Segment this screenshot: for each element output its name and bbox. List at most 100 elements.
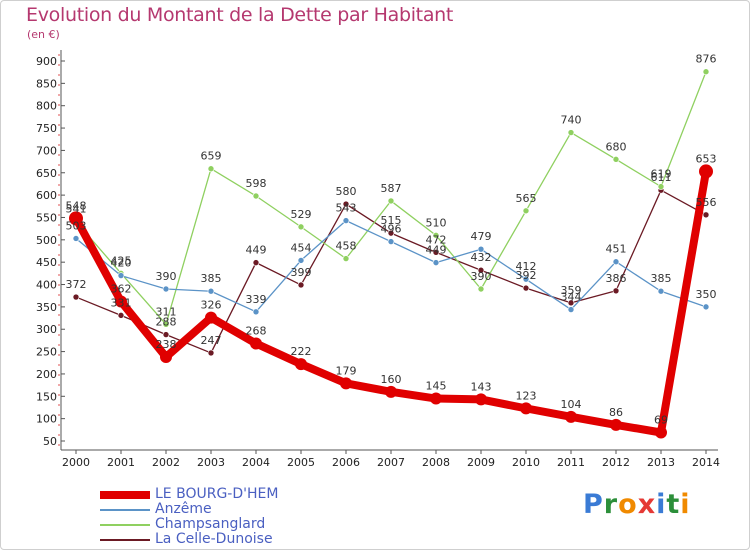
- data-point: [162, 331, 170, 338]
- y-tick-label: 350: [36, 301, 57, 314]
- series-le-bourg-d-hem: [69, 164, 713, 439]
- y-tick-label: 500: [36, 234, 57, 247]
- data-point: [72, 293, 80, 301]
- data-label: 611: [651, 171, 672, 184]
- data-point: [432, 232, 440, 239]
- data-label: 543: [336, 202, 357, 215]
- data-point: [657, 287, 665, 295]
- data-point: [162, 321, 170, 328]
- data-point: [387, 238, 395, 245]
- y-tick-label: 100: [36, 413, 57, 426]
- data-label: 143: [471, 380, 492, 393]
- legend-label: Champsanglard: [155, 516, 266, 532]
- x-tick-label: 2005: [287, 456, 315, 469]
- data-point: [207, 287, 215, 295]
- logo-letter: t: [666, 489, 681, 520]
- data-label: 350: [696, 288, 717, 301]
- x-tick-label: 2004: [242, 456, 270, 469]
- logo-letter: i: [680, 489, 691, 520]
- data-point: [432, 259, 440, 266]
- data-point: [567, 306, 575, 313]
- data-label: 179: [336, 364, 357, 377]
- data-label: 580: [336, 185, 357, 198]
- data-point: [520, 402, 532, 415]
- data-point: [655, 426, 667, 439]
- data-label: 145: [426, 380, 447, 393]
- data-point: [252, 308, 260, 316]
- data-point: [297, 281, 305, 289]
- y-tick-label: 700: [36, 144, 57, 157]
- data-label: 311: [156, 305, 177, 318]
- data-label: 392: [516, 269, 537, 282]
- data-point: [340, 377, 352, 390]
- data-label: 449: [426, 244, 447, 257]
- data-point: [475, 393, 487, 406]
- x-tick-label: 2011: [557, 456, 585, 469]
- data-point: [565, 410, 577, 423]
- data-label: 659: [201, 150, 222, 163]
- y-tick-label: 550: [36, 211, 57, 224]
- data-label: 359: [561, 284, 582, 297]
- data-point: [207, 165, 215, 173]
- y-tick-label: 50: [43, 435, 57, 448]
- series-layer: [69, 68, 713, 439]
- x-tick-label: 2006: [332, 456, 360, 469]
- legend-swatch: [100, 524, 150, 526]
- data-point: [610, 418, 622, 431]
- data-point: [522, 275, 530, 283]
- data-point: [342, 255, 350, 262]
- data-point: [252, 192, 260, 200]
- data-labels-layer: 548 362 238 326 268 222 179 160 145 143 123 104 86 69…: [66, 53, 717, 427]
- data-label: 432: [471, 251, 492, 264]
- data-point: [612, 258, 620, 266]
- x-tick-label: 2013: [647, 456, 675, 469]
- data-label: 425: [111, 254, 132, 267]
- data-label: 399: [291, 266, 312, 279]
- line-chart: 50 100 150 200 250 300 350 400 450 500 550 600 650 70…: [36, 50, 720, 469]
- y-tick-label: 150: [36, 390, 57, 403]
- data-label: 529: [291, 208, 312, 221]
- y-tick-label: 900: [36, 55, 57, 68]
- data-label: 390: [156, 270, 177, 283]
- data-label: 385: [651, 272, 672, 285]
- y-tick-label: 650: [36, 167, 57, 180]
- y-tick-label: 750: [36, 122, 57, 135]
- data-point: [69, 211, 83, 226]
- data-label: 268: [246, 325, 267, 338]
- data-point: [612, 156, 620, 163]
- legend-swatch: [100, 539, 150, 541]
- data-label: 372: [66, 278, 87, 291]
- x-tick-label: 2009: [467, 456, 495, 469]
- data-point: [702, 303, 710, 311]
- data-label: 362: [111, 283, 132, 296]
- data-label: 680: [606, 140, 627, 153]
- x-tick-label: 2007: [377, 456, 405, 469]
- data-label: 496: [381, 223, 402, 236]
- legend-label: LE BOURG-D'HEM: [155, 486, 279, 502]
- data-label: 454: [291, 241, 312, 254]
- series-champsanglard: [72, 68, 710, 328]
- data-point: [522, 207, 530, 215]
- data-label: 587: [381, 182, 402, 195]
- data-label: 344: [561, 291, 582, 304]
- logo-letter: r: [603, 489, 619, 520]
- data-point: [432, 249, 440, 256]
- data-label: 123: [516, 389, 537, 402]
- data-label: 876: [696, 53, 717, 66]
- data-label: 69: [654, 414, 668, 427]
- data-point: [387, 197, 395, 205]
- x-tick-label: 2010: [512, 456, 540, 469]
- data-point: [205, 311, 217, 324]
- data-point: [522, 284, 530, 292]
- data-label: 86: [609, 406, 623, 419]
- data-label: 472: [426, 233, 447, 246]
- x-tick-label: 2003: [197, 456, 225, 469]
- data-point: [117, 312, 125, 319]
- data-label: 556: [696, 196, 717, 209]
- x-tick-label: 2002: [152, 456, 180, 469]
- chart-title: Evolution du Montant de la Dette par Hab…: [26, 4, 454, 26]
- data-label: 458: [336, 240, 357, 253]
- data-point: [385, 385, 397, 398]
- data-point: [612, 287, 620, 295]
- data-label: 339: [246, 293, 267, 306]
